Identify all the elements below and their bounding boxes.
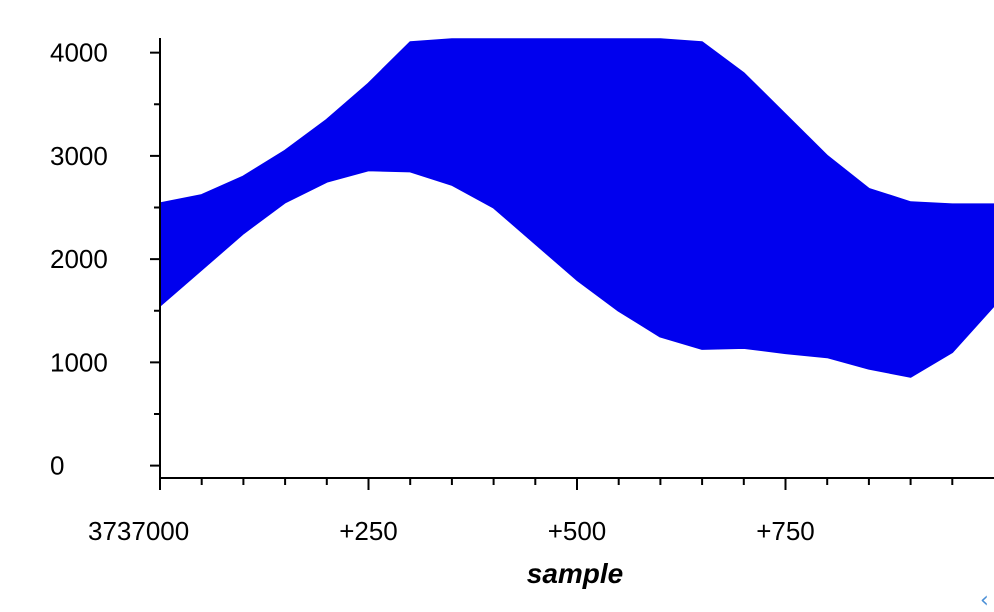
y-tick-label: 0 [50, 451, 64, 481]
scroll-left-icon[interactable]: ‹ [980, 588, 989, 612]
y-tick-label: 1000 [50, 347, 108, 377]
y-tick-label: 2000 [50, 244, 108, 274]
plot-area [159, 38, 994, 378]
series-band-0 [159, 38, 994, 378]
y-tick-label: 3000 [50, 141, 108, 171]
x-axis-title: sample [527, 558, 624, 589]
x-tick-label: +250 [339, 516, 398, 546]
x-tick-label: +500 [548, 516, 607, 546]
y-tick-label: 4000 [50, 38, 108, 68]
x-tick-label: +750 [756, 516, 815, 546]
x-axis: 3737000 +250 +500 +750 [88, 478, 954, 546]
x-tick-label: 3737000 [88, 516, 189, 546]
y-axis: 0 1000 2000 3000 4000 [50, 38, 160, 481]
